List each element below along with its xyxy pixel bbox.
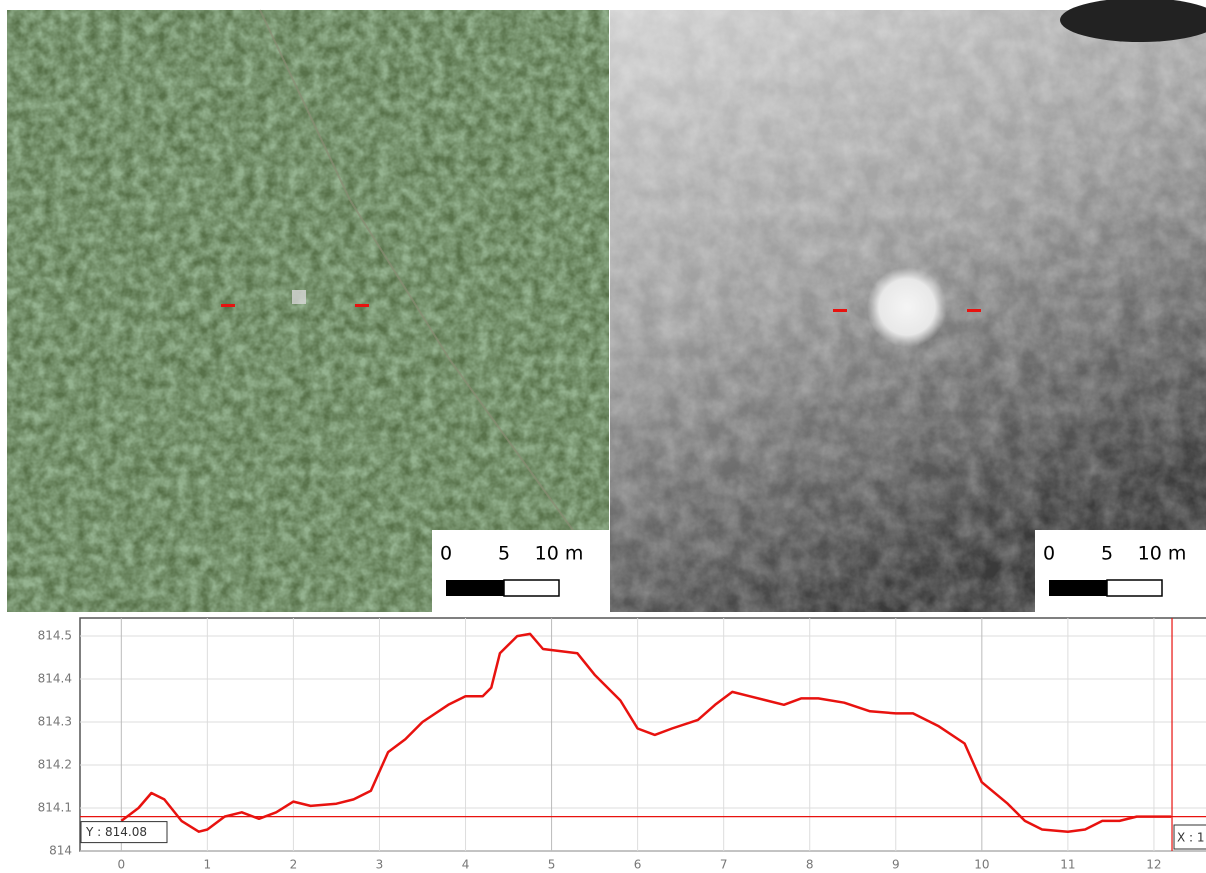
y-tick-label: 814.2 — [38, 758, 72, 772]
x-tick-label: 10 — [974, 858, 989, 872]
x-tick-label: 5 — [548, 858, 556, 872]
crosshair-x-label: X : 1 — [1177, 831, 1205, 845]
x-tick-label: 9 — [892, 858, 900, 872]
scale-label: 5 — [498, 543, 510, 565]
x-tick-label: 7 — [720, 858, 728, 872]
scale-label: 5 — [1101, 543, 1113, 565]
x-tick-label: 6 — [634, 858, 642, 872]
y-tick-label: 814.4 — [38, 672, 72, 686]
aerial-photo — [7, 10, 609, 612]
y-tick-label: 814.1 — [38, 801, 72, 815]
x-tick-label: 0 — [117, 858, 125, 872]
crosshair-y-label: Y : 814.08 — [85, 825, 147, 839]
x-tick-label: 4 — [462, 858, 470, 872]
scale-label: 10 m — [535, 543, 584, 565]
y-tick-label: 814.3 — [38, 715, 72, 729]
scale-bar: 0 5 10 m — [432, 530, 609, 612]
x-tick-label: 12 — [1146, 858, 1161, 872]
screen: 0510 m 0510 m 814814.1814.2814.3814.4814… — [0, 0, 1206, 873]
x-tick-label: 3 — [376, 858, 384, 872]
scale-bar: 0 5 10 m — [1035, 530, 1206, 612]
scale-label: 0 — [1043, 543, 1055, 565]
elevation-raster — [610, 0, 1206, 612]
y-tick-label: 814.5 — [38, 629, 72, 643]
x-tick-label: 8 — [806, 858, 814, 872]
scale-label: 0 — [440, 543, 452, 565]
y-tick-label: 814 — [49, 844, 72, 858]
x-tick-label: 2 — [290, 858, 298, 872]
page: {"panels":[{"scale_labels":["0","5","10 … — [0, 0, 1206, 873]
scale-label: 10 m — [1138, 543, 1187, 565]
x-tick-label: 1 — [204, 858, 212, 872]
x-tick-label: 11 — [1060, 858, 1075, 872]
